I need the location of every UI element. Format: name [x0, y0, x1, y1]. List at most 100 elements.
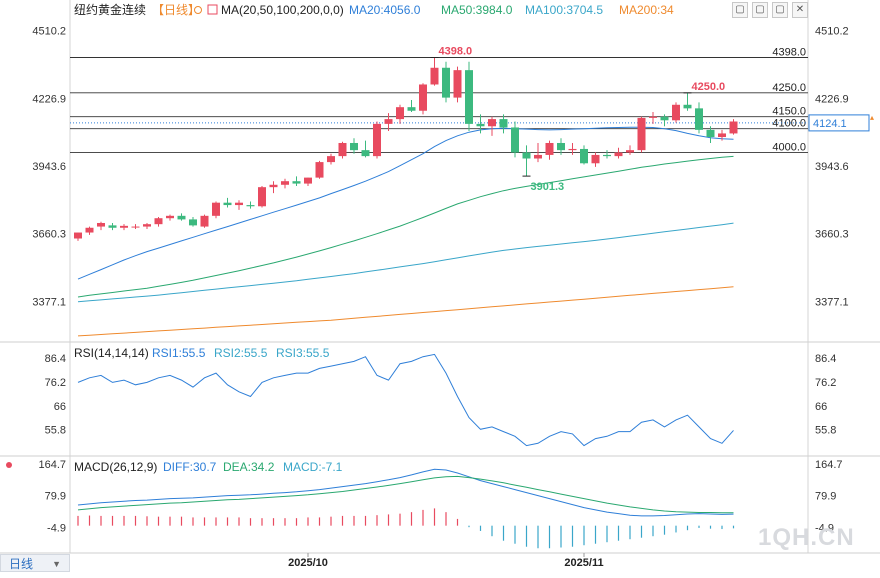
chart-title: 纽约黄金连续 — [74, 2, 146, 17]
watermark: 1QH.CN — [758, 524, 855, 551]
candle-body-42 — [557, 142, 565, 151]
rsi-ytick-left-3: 55.8 — [45, 425, 66, 437]
macd-ytick-left-2: -4.9 — [47, 523, 66, 535]
candle-body-35 — [476, 123, 485, 127]
candle-body-21 — [315, 162, 324, 178]
xtick-label-0: 2025/10 — [288, 557, 328, 569]
indicator-icon — [207, 4, 218, 15]
ma-value-0: MA20:4056.0 — [349, 3, 421, 17]
price-ytick-right-1: 4226.9 — [815, 93, 849, 105]
price-ytick-right-0: 4510.2 — [815, 26, 849, 38]
annotation-label-2: 4250.0 — [692, 81, 726, 93]
candle-body-12 — [212, 202, 220, 216]
ma-params-label: MA(20,50,100,200,0,0) — [221, 3, 344, 17]
candle-body-13 — [223, 202, 232, 206]
rsi-ytick-left-2: 66 — [54, 401, 66, 413]
candle-body-37 — [499, 119, 508, 128]
rsi-legend-1: RSI2:55.5 — [214, 346, 268, 360]
layout-icon[interactable]: ▢ — [732, 2, 748, 18]
period-tag: 【日线】 — [152, 3, 200, 17]
rsi-legend-0: RSI1:55.5 — [152, 346, 206, 360]
candle-body-48 — [626, 150, 634, 153]
candle-body-11 — [200, 215, 209, 227]
candle-body-22 — [327, 156, 335, 163]
candle-body-41 — [545, 142, 554, 155]
candle-body-8 — [166, 215, 174, 219]
candle-body-53 — [683, 104, 692, 109]
period-select-button[interactable]: 日线 ▼ — [0, 554, 70, 572]
rsi-ytick-right-0: 86.4 — [815, 353, 836, 365]
candle-body-5 — [131, 226, 140, 228]
candle-body-9 — [177, 215, 186, 220]
candle-body-7 — [154, 218, 163, 225]
candle-body-16 — [258, 187, 266, 207]
macd-line-diff — [77, 468, 734, 517]
candle-body-29 — [407, 107, 416, 111]
ma-line-ma20 — [77, 126, 734, 280]
rsi-ytick-right-3: 55.8 — [815, 425, 836, 437]
candle-body-14 — [235, 202, 243, 206]
chevron-down-icon: ▼ — [52, 559, 61, 569]
level-label-0: 4398.0 — [772, 46, 806, 58]
maximize-icon[interactable]: ▢ — [772, 2, 788, 18]
current-price-label: 4124.1 — [813, 118, 847, 130]
candle-body-20 — [304, 177, 312, 184]
period-select-label: 日线 — [9, 557, 34, 571]
macd-settings-icon — [6, 462, 12, 468]
candle-body-24 — [350, 142, 358, 151]
macd-legend-2: MACD:-7.1 — [283, 460, 343, 474]
candle-body-44 — [580, 148, 588, 164]
price-ytick-right-3: 3660.3 — [815, 229, 849, 241]
settings-icon — [194, 6, 202, 14]
candle-body-49 — [637, 117, 646, 151]
price-ytick-right-2: 3943.6 — [815, 161, 849, 173]
xtick-label-1: 2025/11 — [564, 557, 603, 569]
candle-body-6 — [143, 224, 151, 227]
candle-body-28 — [396, 107, 404, 120]
price-ytick-left-0: 4510.2 — [32, 26, 66, 38]
candle-body-33 — [453, 70, 462, 98]
price-ytick-left-2: 3943.6 — [32, 161, 66, 173]
close-icon[interactable]: ✕ — [792, 2, 808, 18]
candle-body-17 — [269, 184, 278, 188]
annotation-label-0: 4398.0 — [439, 45, 473, 57]
candle-body-18 — [281, 181, 289, 185]
level-label-4: 4000.0 — [772, 142, 806, 154]
candle-body-15 — [246, 205, 255, 207]
candle-body-0 — [74, 232, 82, 239]
restore-icon[interactable]: ▢ — [752, 2, 768, 18]
candle-body-4 — [120, 225, 128, 228]
candle-body-31 — [430, 67, 439, 85]
candle-body-43 — [568, 148, 577, 151]
macd-title: MACD(26,12,9) — [74, 460, 157, 474]
candle-body-46 — [603, 154, 611, 157]
candle-body-39 — [522, 152, 531, 159]
candle-body-19 — [292, 181, 301, 184]
candle-body-47 — [614, 152, 623, 157]
price-ytick-left-3: 3660.3 — [32, 229, 66, 241]
candle-body-36 — [488, 119, 496, 127]
level-label-3: 4100.0 — [772, 118, 806, 130]
candle-body-57 — [729, 121, 738, 134]
candle-body-1 — [85, 227, 94, 233]
level-label-2: 4150.0 — [772, 106, 806, 118]
candle-body-34 — [465, 70, 473, 124]
macd-legend-1: DEA:34.2 — [223, 460, 275, 474]
rsi-ytick-right-1: 76.2 — [815, 377, 836, 389]
price-ytick-left-4: 3377.1 — [32, 296, 66, 308]
candle-body-38 — [511, 127, 519, 153]
candle-body-45 — [591, 154, 600, 164]
ma-line-ma50 — [77, 155, 734, 298]
candle-body-54 — [695, 108, 703, 130]
candle-body-2 — [97, 222, 105, 227]
ma-value-3: MA200:34 — [619, 3, 674, 17]
candle-body-52 — [672, 104, 680, 121]
candle-body-51 — [660, 116, 669, 121]
level-label-1: 4250.0 — [772, 82, 806, 94]
rsi-ytick-left-1: 76.2 — [45, 377, 66, 389]
rsi-legend-2: RSI3:55.5 — [276, 346, 330, 360]
ma-value-1: MA50:3984.0 — [441, 3, 513, 17]
rsi-title: RSI(14,14,14) — [74, 346, 149, 360]
rsi-ytick-left-0: 86.4 — [45, 353, 66, 365]
rsi-line-rsi1 — [77, 353, 734, 447]
